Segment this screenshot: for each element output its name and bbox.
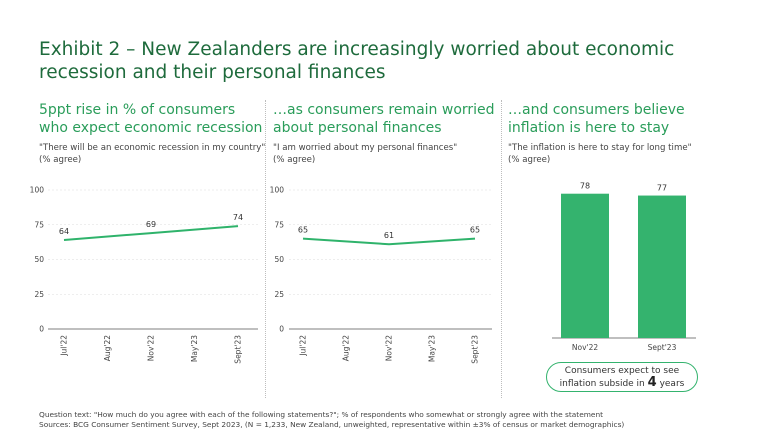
bar (638, 195, 686, 338)
callout-number: 4 (647, 375, 657, 390)
x-tick-label: Aug'22 (103, 335, 112, 361)
data-label: 65 (470, 226, 480, 235)
x-tick-label: Sept'23 (648, 343, 677, 352)
panel-2-subtitle: "I am worried about my personal finances… (273, 143, 508, 166)
panel-1-unit: (% agree) (39, 154, 82, 165)
panel-3-question: "The inflation is here to stay for long … (508, 143, 692, 153)
panel-1-subtitle: "There will be an economic recession in … (39, 143, 274, 166)
panel-divider-2 (501, 100, 502, 398)
data-label: 69 (146, 220, 156, 229)
data-label: 74 (233, 213, 243, 222)
y-tick-label: 100 (270, 186, 285, 195)
bar (561, 193, 609, 338)
panel-2-question: "I am worried about my personal finances… (273, 143, 458, 153)
series-line (63, 225, 239, 242)
data-label: 64 (59, 227, 69, 236)
y-tick-label: 0 (39, 325, 44, 334)
x-tick-label: Aug'22 (342, 335, 351, 361)
y-tick-label: 25 (34, 290, 44, 299)
y-tick-label: 75 (34, 220, 44, 229)
x-tick-label: Nov'22 (572, 343, 598, 352)
data-label: 78 (580, 182, 590, 191)
panel-1-question: "There will be an economic recession in … (39, 143, 266, 153)
footnote: Question text: "How much do you agree wi… (39, 410, 759, 429)
callout-line-2: inflation subside in 4 years (547, 375, 697, 390)
x-tick-label: Nov'22 (385, 335, 394, 361)
y-tick-label: 50 (274, 255, 284, 264)
x-tick-label: Sept'23 (234, 335, 243, 364)
x-tick-label: Nov'22 (147, 335, 156, 361)
inflation-callout: Consumers expect to see inflation subsid… (546, 362, 698, 392)
callout-text-after: years (659, 379, 685, 389)
y-tick-label: 75 (274, 220, 284, 229)
panel-divider-1 (265, 100, 266, 398)
x-tick-label: Jul'22 (60, 335, 69, 357)
y-tick-label: 25 (274, 290, 284, 299)
panel-3-heading: …and consumers believe inflation is here… (508, 102, 685, 136)
footnote-sources: Sources: BCG Consumer Sentiment Survey, … (39, 419, 625, 429)
y-tick-label: 0 (279, 325, 284, 334)
panel-3-subtitle: "The inflation is here to stay for long … (508, 143, 743, 166)
series-line (302, 237, 476, 246)
x-tick-label: Jul'22 (299, 335, 308, 357)
data-label: 77 (657, 184, 667, 193)
callout-line-1: Consumers expect to see (564, 366, 680, 376)
data-label: 65 (298, 226, 308, 235)
y-tick-label: 50 (34, 255, 44, 264)
x-tick-label: May'23 (428, 335, 437, 362)
panel-2-unit: (% agree) (273, 154, 316, 165)
panel-2-heading: …as consumers remain worried about perso… (273, 102, 495, 136)
page-title: Exhibit 2 – New Zealanders are increasin… (39, 39, 675, 83)
x-tick-label: Sept'23 (471, 335, 480, 364)
y-tick-label: 100 (30, 186, 45, 195)
panel-1-heading: 5ppt rise in % of consumers who expect e… (39, 102, 263, 136)
callout-text-mid: inflation subside in (559, 379, 645, 389)
footnote-question: Question text: "How much do you agree wi… (39, 410, 604, 419)
x-tick-label: May'23 (190, 335, 199, 362)
panel-3-unit: (% agree) (508, 154, 551, 165)
data-label: 61 (384, 231, 394, 240)
